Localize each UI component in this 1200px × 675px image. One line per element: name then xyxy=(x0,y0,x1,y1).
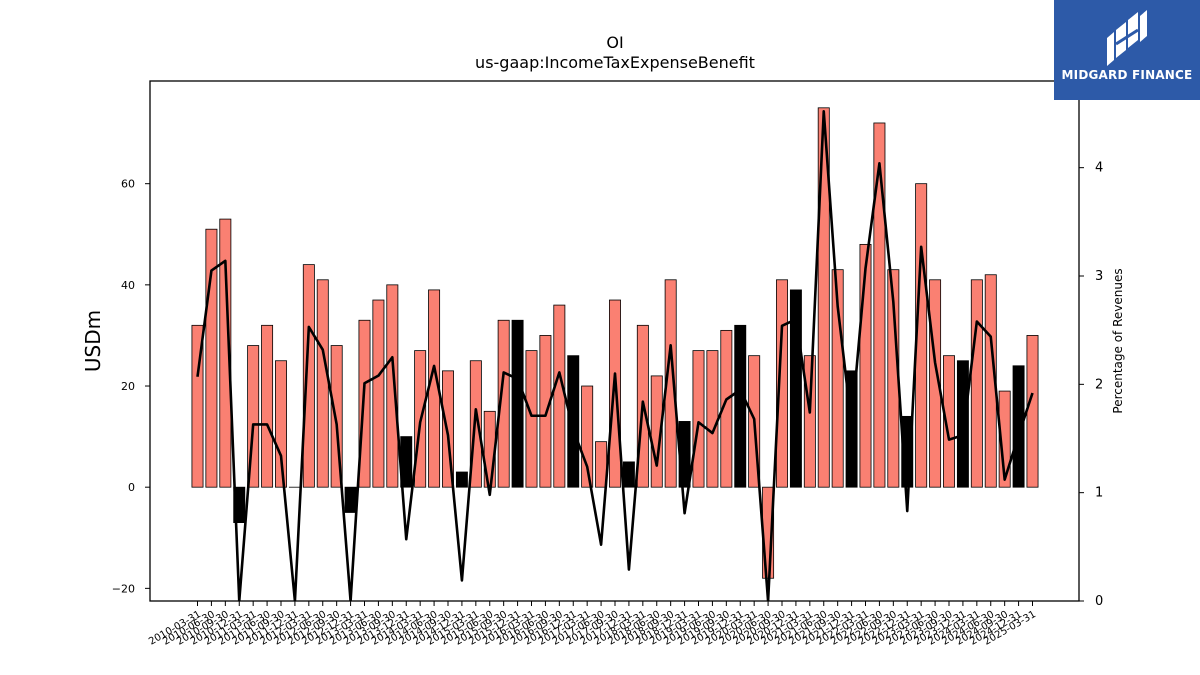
y2-tick-label: 3 xyxy=(1095,269,1103,284)
y2-tick-label: 0 xyxy=(1095,594,1103,609)
midgard-logo-icon xyxy=(1107,10,1147,66)
bar xyxy=(525,350,538,488)
bar xyxy=(497,319,510,488)
bar xyxy=(567,355,580,488)
bar xyxy=(511,319,524,488)
bar xyxy=(595,441,608,488)
bar xyxy=(275,360,287,488)
bar xyxy=(316,279,329,488)
bar xyxy=(845,370,858,488)
bar xyxy=(622,461,635,488)
bar xyxy=(831,269,844,488)
chart-title: OI xyxy=(606,33,623,52)
chart-subtitle: us-gaap:IncomeTaxExpenseBenefit xyxy=(475,53,755,72)
y-tick-label: −20 xyxy=(112,582,135,595)
y-tick-label: 0 xyxy=(128,481,135,494)
bar xyxy=(720,329,733,488)
bar xyxy=(803,355,816,488)
logo-text: MIDGARD FINANCE xyxy=(1061,68,1193,82)
bar xyxy=(956,360,969,488)
bar xyxy=(233,486,246,524)
bar xyxy=(358,319,371,488)
bar xyxy=(929,279,942,488)
bar xyxy=(776,279,788,488)
bar xyxy=(261,324,274,488)
bar xyxy=(998,390,1011,488)
x-axis: 2010-03-312010-06-302010-09-302010-12-31… xyxy=(147,601,1038,648)
bar xyxy=(1026,335,1039,488)
y2-tick-label: 4 xyxy=(1095,161,1103,176)
bar xyxy=(1012,365,1025,488)
bar xyxy=(650,375,663,488)
line-layer xyxy=(196,110,1034,601)
bar xyxy=(859,243,872,488)
bar xyxy=(455,471,468,488)
bar xyxy=(191,324,204,488)
midgard-finance-logo: MIDGARD FINANCE xyxy=(1054,0,1200,100)
y2-tick-label: 1 xyxy=(1095,486,1103,501)
bar xyxy=(539,335,552,488)
y2-tick-label: 2 xyxy=(1095,377,1103,392)
bar xyxy=(789,289,802,488)
y-tick-label: 20 xyxy=(121,380,135,393)
y-axis-right: 0 1 2 3 4 xyxy=(1079,161,1103,609)
bar xyxy=(330,345,343,488)
bar xyxy=(581,385,594,488)
bar xyxy=(609,299,621,488)
bars-layer xyxy=(191,107,1039,579)
bar xyxy=(302,264,315,488)
bar xyxy=(247,345,260,488)
y-axis-label: USDm xyxy=(81,310,105,372)
bar xyxy=(706,350,719,488)
bar xyxy=(205,228,218,488)
line-series xyxy=(196,110,1034,601)
bar xyxy=(943,355,955,488)
bar xyxy=(344,486,357,513)
bar xyxy=(553,304,566,488)
y-axis-left: −20 0 20 40 60 xyxy=(112,178,150,595)
bar xyxy=(372,299,385,488)
bar xyxy=(817,107,830,488)
bar xyxy=(386,284,399,488)
bar xyxy=(692,350,705,488)
bar xyxy=(219,218,232,488)
y-tick-label: 60 xyxy=(121,178,135,191)
bar xyxy=(734,324,747,488)
y-tick-label: 40 xyxy=(121,279,135,292)
y2-axis-label: Percentage of Revenues xyxy=(1111,268,1125,413)
bar xyxy=(873,122,886,488)
bar xyxy=(970,279,983,488)
